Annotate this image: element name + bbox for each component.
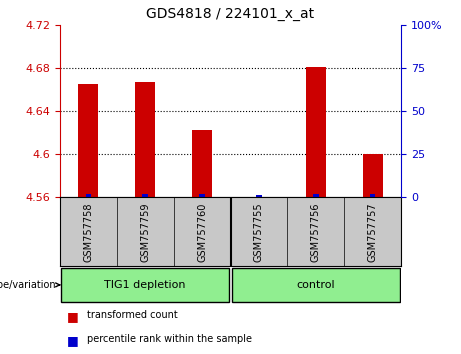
FancyBboxPatch shape [231, 268, 400, 302]
Text: transformed count: transformed count [87, 310, 178, 320]
Bar [142, 194, 148, 197]
Text: genotype/variation: genotype/variation [0, 280, 59, 290]
Bar [135, 82, 155, 197]
Bar [306, 67, 326, 197]
Text: ■: ■ [67, 334, 78, 347]
Text: ■: ■ [67, 310, 78, 323]
Bar [363, 154, 383, 197]
Text: percentile rank within the sample: percentile rank within the sample [87, 334, 252, 344]
Bar [86, 194, 91, 197]
FancyBboxPatch shape [61, 268, 230, 302]
Text: GSM757759: GSM757759 [140, 202, 150, 262]
Text: GSM757755: GSM757755 [254, 202, 264, 262]
Text: GSM757760: GSM757760 [197, 202, 207, 262]
Bar [313, 194, 319, 197]
Bar [256, 195, 262, 197]
Text: GSM757758: GSM757758 [83, 202, 94, 262]
Bar [78, 84, 98, 197]
Bar [199, 194, 205, 197]
Text: GSM757757: GSM757757 [367, 202, 378, 262]
Bar [192, 130, 212, 197]
Text: GSM757756: GSM757756 [311, 202, 321, 262]
Title: GDS4818 / 224101_x_at: GDS4818 / 224101_x_at [147, 7, 314, 21]
Text: control: control [296, 280, 335, 290]
Text: TIG1 depletion: TIG1 depletion [105, 280, 186, 290]
Bar [370, 194, 375, 197]
